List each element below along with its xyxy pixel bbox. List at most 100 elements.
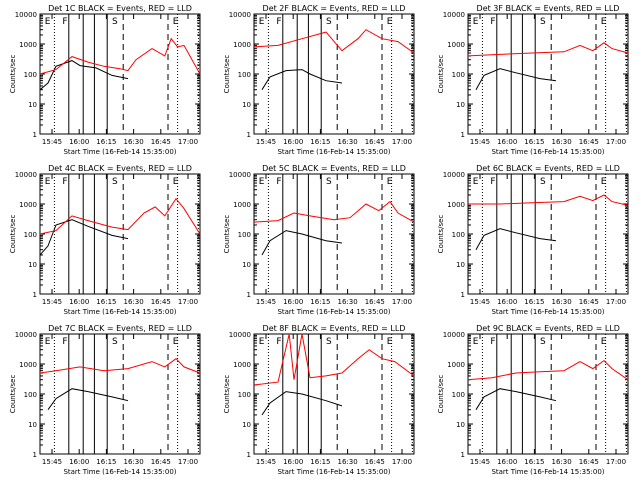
y-axis-label: Counts/sec [223,55,231,94]
chart-panel-1: Det 1C BLACK = Events, RED = LLD 1 10 100 10… [9,4,201,156]
chart-panel-9: Det 9C BLACK = Events, RED = LLD 1 10 100 10… [437,324,629,476]
y-tick-label: 1000 [233,41,251,49]
x-tick-label: 15:45 [42,458,62,466]
plot-frame [467,333,629,455]
y-tick-label: 10000 [15,331,37,339]
plot-frame [39,173,201,295]
x-tick-label: 15:45 [42,298,62,306]
x-tick-label: 16:30 [552,458,572,466]
y-tick-label: 10000 [15,171,37,179]
x-tick-label: 16:00 [69,138,89,146]
y-tick-label: 10000 [15,11,37,19]
y-tick-label: 100 [452,71,465,79]
y-tick-label: 1 [247,451,251,459]
region-label: S [326,337,332,347]
y-tick-label: 1000 [233,201,251,209]
x-axis-label: Start Time (16-Feb-14 15:35:00) [63,148,176,156]
y-axis-label: Counts/sec [9,215,17,254]
x-tick-label: 16:30 [124,298,144,306]
x-tick-label: 17:00 [392,298,412,306]
chart-title: Det 2F BLACK = Events, RED = LLD [263,4,406,13]
x-tick-label: 16:15 [96,458,116,466]
x-axis-label: Start Time (16-Feb-14 15:35:00) [491,468,604,476]
chart-title: Det 9C BLACK = Events, RED = LLD [476,324,620,333]
y-tick-label: 100 [452,391,465,399]
y-tick-label: 100 [238,391,251,399]
series-line-events [261,391,343,416]
y-tick-label: 100 [238,231,251,239]
chart-title: Det 7C BLACK = Events, RED = LLD [48,324,192,333]
x-tick-label: 17:00 [606,298,626,306]
y-tick-label: 100 [24,71,37,79]
x-tick-label: 17:00 [178,138,198,146]
region-label: E [473,337,479,347]
series-line-lld [467,42,629,57]
x-tick-label: 15:45 [470,138,490,146]
series-line-lld [253,333,415,386]
x-tick-label: 15:45 [256,298,276,306]
y-axis-label: Counts/sec [437,215,445,254]
plot-frame [39,13,201,135]
x-tick-label: 16:45 [579,138,599,146]
region-label: F [62,177,67,187]
region-label: E [387,17,393,27]
series-line-events [475,388,557,410]
x-tick-label: 16:45 [579,458,599,466]
x-tick-label: 17:00 [606,458,626,466]
plot-frame [253,173,415,295]
chart-title: Det 3F BLACK = Events, RED = LLD [477,4,620,13]
x-tick-label: 16:00 [497,138,517,146]
series-line-events [475,68,557,90]
region-label: S [112,17,118,27]
x-tick-label: 15:45 [42,138,62,146]
region-label: S [112,177,118,187]
y-tick-label: 10000 [229,11,251,19]
y-axis-label: Counts/sec [9,55,17,94]
x-tick-label: 15:45 [470,298,490,306]
series-line-lld [39,37,201,75]
y-tick-label: 10 [28,101,37,109]
region-label: E [601,17,607,27]
y-tick-label: 1000 [19,41,37,49]
y-tick-label: 1000 [447,201,465,209]
chart-title: Det 5C BLACK = Events, RED = LLD [262,164,406,173]
region-label: E [259,17,265,27]
x-tick-label: 16:45 [365,458,385,466]
region-label: E [259,337,265,347]
y-tick-label: 1 [33,291,37,299]
y-tick-label: 10 [242,261,251,269]
region-label: F [490,337,495,347]
x-tick-label: 15:45 [256,138,276,146]
y-tick-label: 10000 [443,11,465,19]
x-tick-label: 16:45 [151,138,171,146]
y-tick-label: 1000 [19,361,37,369]
plot-frame [253,333,415,455]
x-tick-label: 16:30 [338,298,358,306]
region-label: E [45,177,51,187]
region-label: F [276,177,281,187]
region-label: E [473,177,479,187]
x-tick-label: 16:00 [283,298,303,306]
y-tick-label: 10 [456,101,465,109]
region-label: E [259,177,265,187]
region-label: S [112,337,118,347]
x-tick-label: 16:30 [124,458,144,466]
series-line-events [39,219,129,256]
y-tick-label: 1 [461,131,465,139]
region-label: F [276,337,281,347]
x-tick-label: 16:00 [497,458,517,466]
series-line-events [475,228,557,250]
region-label: S [540,337,546,347]
chart-title: Det 1C BLACK = Events, RED = LLD [48,4,192,13]
x-tick-label: 16:45 [151,298,171,306]
x-tick-label: 17:00 [178,298,198,306]
x-tick-label: 16:00 [69,458,89,466]
y-tick-label: 1 [247,291,251,299]
series-line-lld [468,194,629,206]
y-tick-label: 10 [28,421,37,429]
region-label: E [173,17,179,27]
chart-panel-3: Det 3F BLACK = Events, RED = LLD 1 10 100 10… [437,4,629,156]
region-label: S [540,17,546,27]
y-tick-label: 1 [247,131,251,139]
